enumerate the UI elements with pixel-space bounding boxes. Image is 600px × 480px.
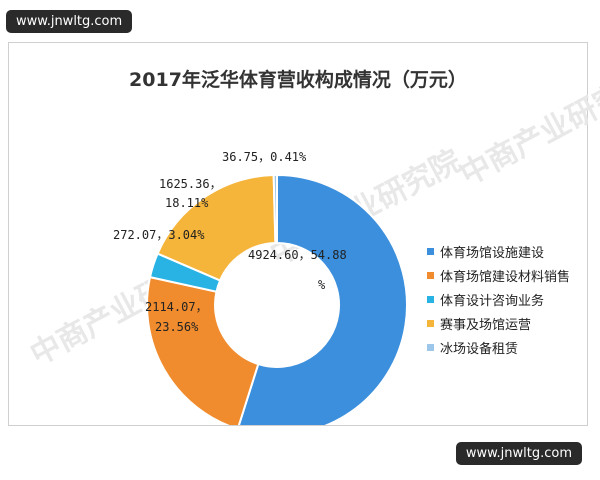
- legend-swatch-s0: [427, 247, 434, 255]
- donut-slice-s0: [237, 173, 408, 425]
- legend-item-s0: 体育场馆设施建设: [427, 239, 570, 263]
- legend-swatch-s1: [427, 271, 434, 279]
- legend-label-s2: 体育设计咨询业务: [440, 293, 545, 309]
- legend-swatch-s3: [427, 319, 434, 327]
- legend-label-s4: 冰场设备租赁: [440, 341, 519, 357]
- data-label-s3-line2: 18.11%: [165, 196, 209, 210]
- data-label-s1-line2: 23.56%: [155, 320, 199, 334]
- legend-label-s0: 体育场馆设施建设: [440, 245, 545, 261]
- watermark-badge-bottom: www.jnwltg.com: [455, 442, 582, 465]
- chart-frame: 中商产业研究院 中商产业研究院 中商产业研究院 2017年泛华体育营收构成情况（…: [8, 42, 600, 426]
- donut-slice-s4: [272, 173, 278, 245]
- legend-item-s1: 体育场馆建设材料销售: [427, 263, 570, 287]
- legend-label-s1: 体育场馆建设材料销售: [440, 269, 571, 285]
- watermark-badge-top: www.jnwltg.com: [6, 10, 133, 33]
- data-label-s0-line2: %: [318, 278, 326, 292]
- legend-item-s3: 赛事及场馆运营: [427, 311, 570, 335]
- data-label-s3-line1: 1625.36，: [159, 177, 222, 191]
- legend-item-s2: 体育设计咨询业务: [427, 287, 570, 311]
- data-label-s0-line1: 4924.60，54.88: [248, 248, 347, 262]
- legend: 体育场馆设施建设 体育场馆建设材料销售 体育设计咨询业务 赛事及场馆运营 冰场设…: [427, 239, 570, 359]
- legend-swatch-s4: [427, 343, 434, 351]
- chart-title: 2017年泛华体育营收构成情况（万元）: [129, 69, 467, 91]
- legend-item-s4: 冰场设备租赁: [427, 335, 570, 359]
- donut-slice-s1: [146, 275, 260, 425]
- data-label-s4: 36.75，0.41%: [222, 150, 307, 164]
- donut-slice-s3: [156, 174, 277, 282]
- donut-chart: 4924.60，54.88 % 2114.07， 23.56% 272.07，3…: [113, 150, 408, 425]
- legend-label-s3: 赛事及场馆运营: [440, 317, 532, 333]
- data-label-s1-line1: 2114.07，: [145, 300, 208, 314]
- legend-swatch-s2: [427, 295, 434, 303]
- data-label-s2: 272.07，3.04%: [113, 228, 205, 242]
